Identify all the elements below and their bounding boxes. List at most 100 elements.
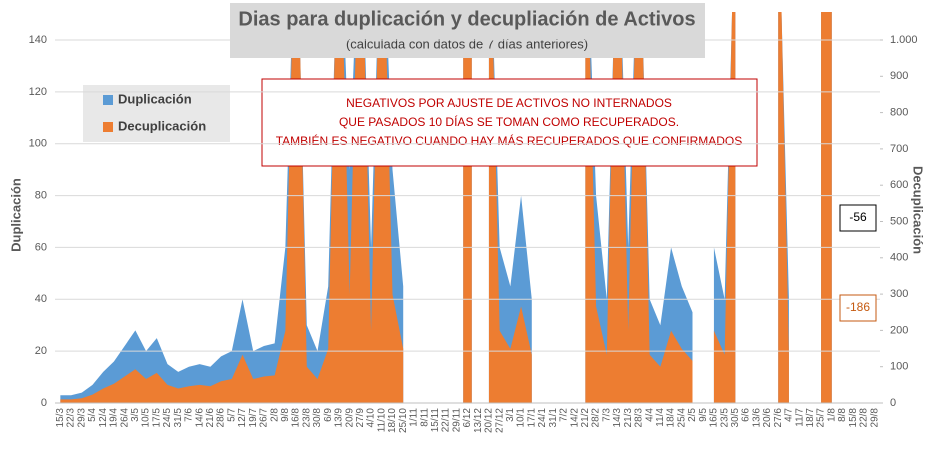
chart-title: Dias para duplicación y decupliación de … bbox=[238, 8, 695, 30]
x-tick-label: 26/4 bbox=[119, 408, 130, 428]
y2-tick-label: 600 bbox=[890, 179, 908, 191]
x-tick-label: 13/9 bbox=[334, 408, 345, 428]
value-box-label: -56 bbox=[849, 210, 867, 224]
x-tick-label: 27/6 bbox=[773, 408, 784, 428]
x-tick-label: 4/10 bbox=[366, 408, 377, 428]
legend-swatch bbox=[103, 122, 113, 132]
annotation-box bbox=[261, 78, 758, 167]
legend-items: Duplicación Decuplicación bbox=[103, 91, 206, 133]
x-tick-label: 11/4 bbox=[655, 408, 666, 427]
x-tick-label: 14/2 bbox=[569, 408, 580, 428]
x-tick-label: 9/8 bbox=[280, 408, 291, 422]
y-tick-label: 100 bbox=[29, 138, 47, 150]
x-tick-label: 8/11 bbox=[419, 408, 430, 427]
x-tick-label: 28/6 bbox=[216, 408, 227, 428]
y2-tick-label: 100 bbox=[890, 361, 908, 373]
chart-subtitle: (calculada con datos de 7 días anteriore… bbox=[346, 36, 588, 51]
x-tick-label: 13/6 bbox=[751, 408, 762, 428]
x-tick-label: 20/12 bbox=[484, 408, 495, 433]
y2-tick-label: 500 bbox=[890, 215, 908, 227]
y2-tick-label: 800 bbox=[890, 107, 908, 119]
x-tick-label: 31/5 bbox=[173, 408, 184, 428]
annotation-text: NEGATIVOS POR AJUSTE DE ACTIVOS NO INTER… bbox=[346, 96, 672, 110]
x-tick-label: 19/7 bbox=[248, 408, 259, 428]
value-box-label: -186 bbox=[846, 300, 870, 314]
x-tick-label: 22/8 bbox=[859, 408, 870, 428]
x-tick-label: 19/4 bbox=[109, 408, 120, 428]
x-tick-label: 20/9 bbox=[344, 408, 355, 428]
y-tick-label: 20 bbox=[35, 345, 47, 357]
legend-label: Decuplicación bbox=[118, 118, 206, 133]
x-tick-label: 21/3 bbox=[623, 408, 634, 428]
x-tick-label: 24/5 bbox=[162, 408, 173, 428]
x-tick-label: 2/5 bbox=[687, 408, 698, 422]
x-tick-label: 7/2 bbox=[559, 408, 570, 422]
x-tick-label: 1/8 bbox=[826, 408, 837, 422]
x-tick-label: 25/10 bbox=[398, 408, 409, 433]
x-tick-label: 15/3 bbox=[55, 408, 66, 428]
x-tick-label: 15/11 bbox=[430, 408, 441, 433]
x-tick-label: 3/5 bbox=[130, 408, 141, 422]
y2-tick-label: 1.000 bbox=[890, 34, 918, 46]
x-tick-label: 16/5 bbox=[709, 408, 720, 428]
y-tick-label: 40 bbox=[35, 293, 47, 305]
x-tick-label: 15/8 bbox=[848, 408, 859, 428]
y2-tick-label: 0 bbox=[890, 397, 896, 409]
legend-swatch bbox=[103, 95, 113, 105]
value-box bbox=[839, 294, 877, 322]
x-tick-label: 12/7 bbox=[237, 408, 248, 428]
y2-tick-label: 200 bbox=[890, 324, 908, 336]
x-tick-label: 14/6 bbox=[194, 408, 205, 428]
x-tick-label: 17/5 bbox=[151, 408, 162, 428]
y-tick-label: 120 bbox=[29, 86, 47, 98]
title-box bbox=[230, 3, 705, 58]
y-tick-label: 0 bbox=[41, 397, 47, 409]
x-tick-label: 3/1 bbox=[505, 408, 516, 422]
x-tick-label: 18/10 bbox=[387, 408, 398, 433]
y2-axis-label: Decuplicación bbox=[911, 166, 926, 254]
x-tick-label: 14/3 bbox=[612, 408, 623, 428]
x-tick-label: 25/4 bbox=[676, 408, 687, 428]
y2-tick-label: 700 bbox=[890, 143, 908, 155]
y2-tick-label: 300 bbox=[890, 288, 908, 300]
y-tick-label: 80 bbox=[35, 189, 47, 201]
x-tick-label: 2/8 bbox=[269, 408, 280, 422]
legend-label: Duplicación bbox=[118, 91, 192, 106]
x-tick-label: 18/4 bbox=[666, 408, 677, 428]
x-tick-label: 7/3 bbox=[601, 408, 612, 422]
y-tick-label: 140 bbox=[29, 34, 47, 46]
x-tick-label: 18/7 bbox=[805, 408, 816, 428]
annotation: NEGATIVOS POR AJUSTE DE ACTIVOS NO INTER… bbox=[276, 96, 743, 148]
x-tick-label: 10/5 bbox=[141, 408, 152, 428]
x-tick-label: 6/9 bbox=[323, 408, 334, 422]
y-tick-label: 60 bbox=[35, 241, 47, 253]
x-tick-label: 29/3 bbox=[76, 408, 87, 428]
x-tick-label: 12/4 bbox=[98, 408, 109, 428]
x-tick-label: 8/8 bbox=[837, 408, 848, 422]
x-tick-label: 21/6 bbox=[205, 408, 216, 428]
x-tick-label: 1/11 bbox=[409, 408, 420, 427]
x-tick-label: 5/7 bbox=[226, 408, 237, 422]
x-tick-label: 17/1 bbox=[526, 408, 537, 428]
x-tick-label: 11/7 bbox=[794, 408, 805, 427]
x-tick-label: 13/12 bbox=[473, 408, 484, 433]
annotation-text: TAMBIÉN ES NEGATIVO CUANDO HAY MÁS RECUP… bbox=[276, 133, 743, 148]
x-tick-label: 31/1 bbox=[548, 408, 559, 428]
value-box bbox=[839, 204, 877, 232]
x-tick-label: 27/12 bbox=[494, 408, 505, 433]
x-tick-label: 23/5 bbox=[719, 408, 730, 428]
x-tick-label: 5/4 bbox=[87, 408, 98, 422]
y2-tick-label: 900 bbox=[890, 70, 908, 82]
x-tick-label: 26/7 bbox=[259, 408, 270, 428]
legend bbox=[83, 85, 230, 142]
x-tick-label: 29/11 bbox=[451, 408, 462, 433]
x-tick-label: 4/4 bbox=[644, 408, 655, 422]
x-tick-label: 6/12 bbox=[462, 408, 473, 428]
x-tick-label: 22/11 bbox=[441, 408, 452, 433]
x-tick-label: 24/1 bbox=[537, 408, 548, 428]
x-tick-label: 9/5 bbox=[698, 408, 709, 422]
x-tick-label: 16/8 bbox=[291, 408, 302, 428]
x-tick-label: 21/2 bbox=[580, 408, 591, 428]
x-tick-label: 7/6 bbox=[184, 408, 195, 422]
x-tick-label: 30/5 bbox=[730, 408, 741, 428]
